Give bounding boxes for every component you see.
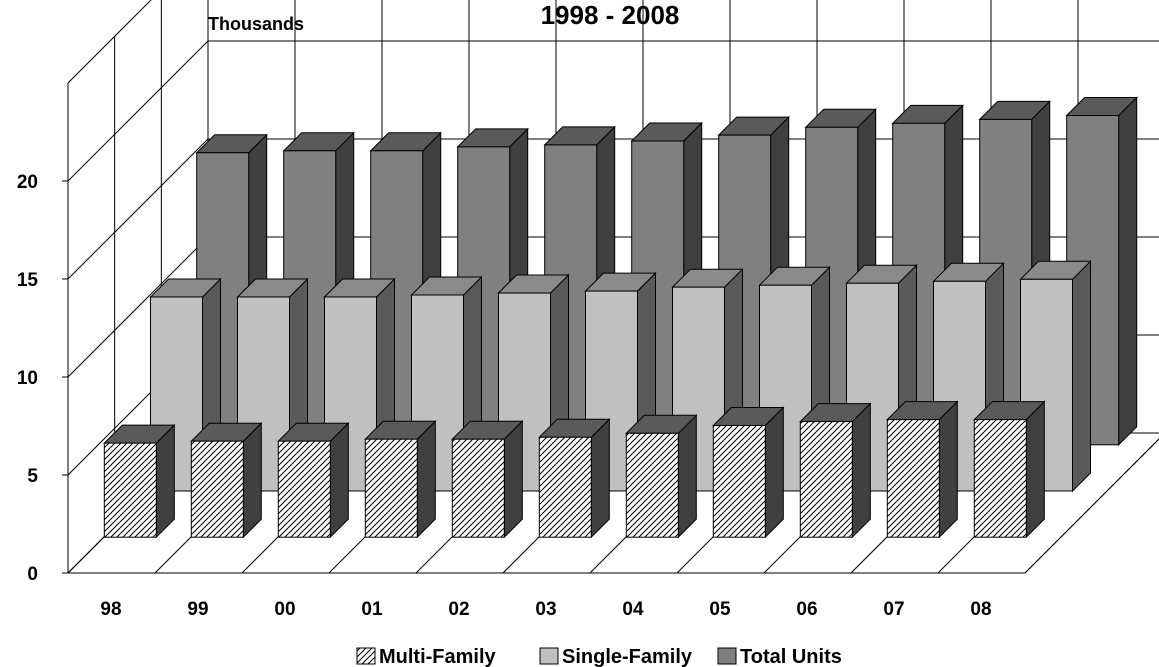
x-tick-label: 08 (970, 599, 991, 620)
bar-front-face (190, 440, 244, 538)
bar-side-face (503, 419, 523, 539)
y-tick-label: 10 (17, 368, 38, 389)
chart-legend: Multi-Family Single-Family Total Units (356, 646, 842, 667)
side-wall-gridline (67, 236, 209, 378)
bar-side-face (242, 421, 262, 539)
bar-side-face (1025, 400, 1045, 539)
bar-front-face (973, 419, 1027, 538)
bar-side-face (677, 414, 697, 539)
bar-front-face (886, 419, 940, 538)
bar-side-face (938, 400, 958, 539)
bar-multi-family-00 (277, 421, 350, 539)
side-wall-gridline (67, 0, 152, 84)
bar-front-face (364, 438, 418, 538)
x-tick-label: 04 (622, 599, 644, 620)
floor-depth-line (1024, 438, 1159, 574)
bar-multi-family-06 (799, 402, 872, 539)
bar-multi-family-03 (538, 417, 611, 539)
x-tick-label: 02 (448, 599, 469, 620)
bar-front-face (103, 442, 157, 538)
bar-front-face (712, 424, 766, 538)
y-axis-unit-label: Thousands (208, 14, 304, 34)
bar-single-family-08 (1019, 260, 1092, 493)
legend-label: Multi-Family (379, 646, 497, 667)
bar-side-face (1118, 96, 1138, 447)
side-wall-gridline (67, 138, 209, 280)
x-tick-label: 01 (361, 599, 383, 620)
legend-label: Total Units (740, 646, 842, 667)
bar-multi-family-01 (364, 419, 437, 539)
y-tick-label: 5 (27, 466, 38, 487)
x-tick-label: 98 (100, 599, 121, 620)
bar-side-face (851, 402, 871, 539)
bar-multi-family-02 (451, 419, 524, 539)
x-tick-label: 99 (187, 599, 208, 620)
bar-multi-family-99 (190, 421, 263, 539)
chart-title: 1998 - 2008 (541, 0, 680, 30)
legend-item-multi-family: Multi-Family (356, 646, 497, 667)
x-tick-label: 07 (883, 599, 904, 620)
y-tick-label: 20 (17, 172, 38, 193)
bar-side-face (590, 417, 610, 539)
bar-front-face (625, 432, 679, 538)
chart-bars (103, 96, 1138, 539)
legend-swatch (717, 647, 737, 665)
legend-label: Single-Family (562, 646, 693, 667)
x-tick-label: 06 (796, 599, 817, 620)
bar-front-face (538, 436, 592, 538)
y-tick-label: 0 (27, 564, 38, 585)
bar-multi-family-07 (886, 400, 959, 539)
bar-multi-family-04 (625, 414, 698, 539)
legend-swatch (539, 647, 559, 665)
bar-multi-family-05 (712, 406, 785, 539)
bar-front-face (799, 421, 853, 538)
bar-side-face (329, 421, 349, 539)
bar-side-face (155, 423, 175, 539)
x-tick-label: 05 (709, 599, 731, 620)
legend-item-single-family: Single-Family (539, 646, 693, 667)
bar-side-face (764, 406, 784, 539)
bar-multi-family-98 (103, 423, 176, 539)
bar-side-face (1072, 260, 1091, 493)
x-tick-label: 03 (535, 599, 556, 620)
legend-item-total-units: Total Units (717, 646, 842, 667)
side-wall-gridline (67, 40, 209, 182)
x-tick-label: 00 (274, 599, 295, 620)
bar-front-face (277, 440, 331, 538)
bar-side-face (416, 419, 436, 539)
y-tick-label: 15 (17, 270, 39, 291)
legend-swatch (356, 647, 376, 665)
bar-front-face (451, 438, 505, 538)
bar-multi-family-08 (973, 400, 1046, 539)
